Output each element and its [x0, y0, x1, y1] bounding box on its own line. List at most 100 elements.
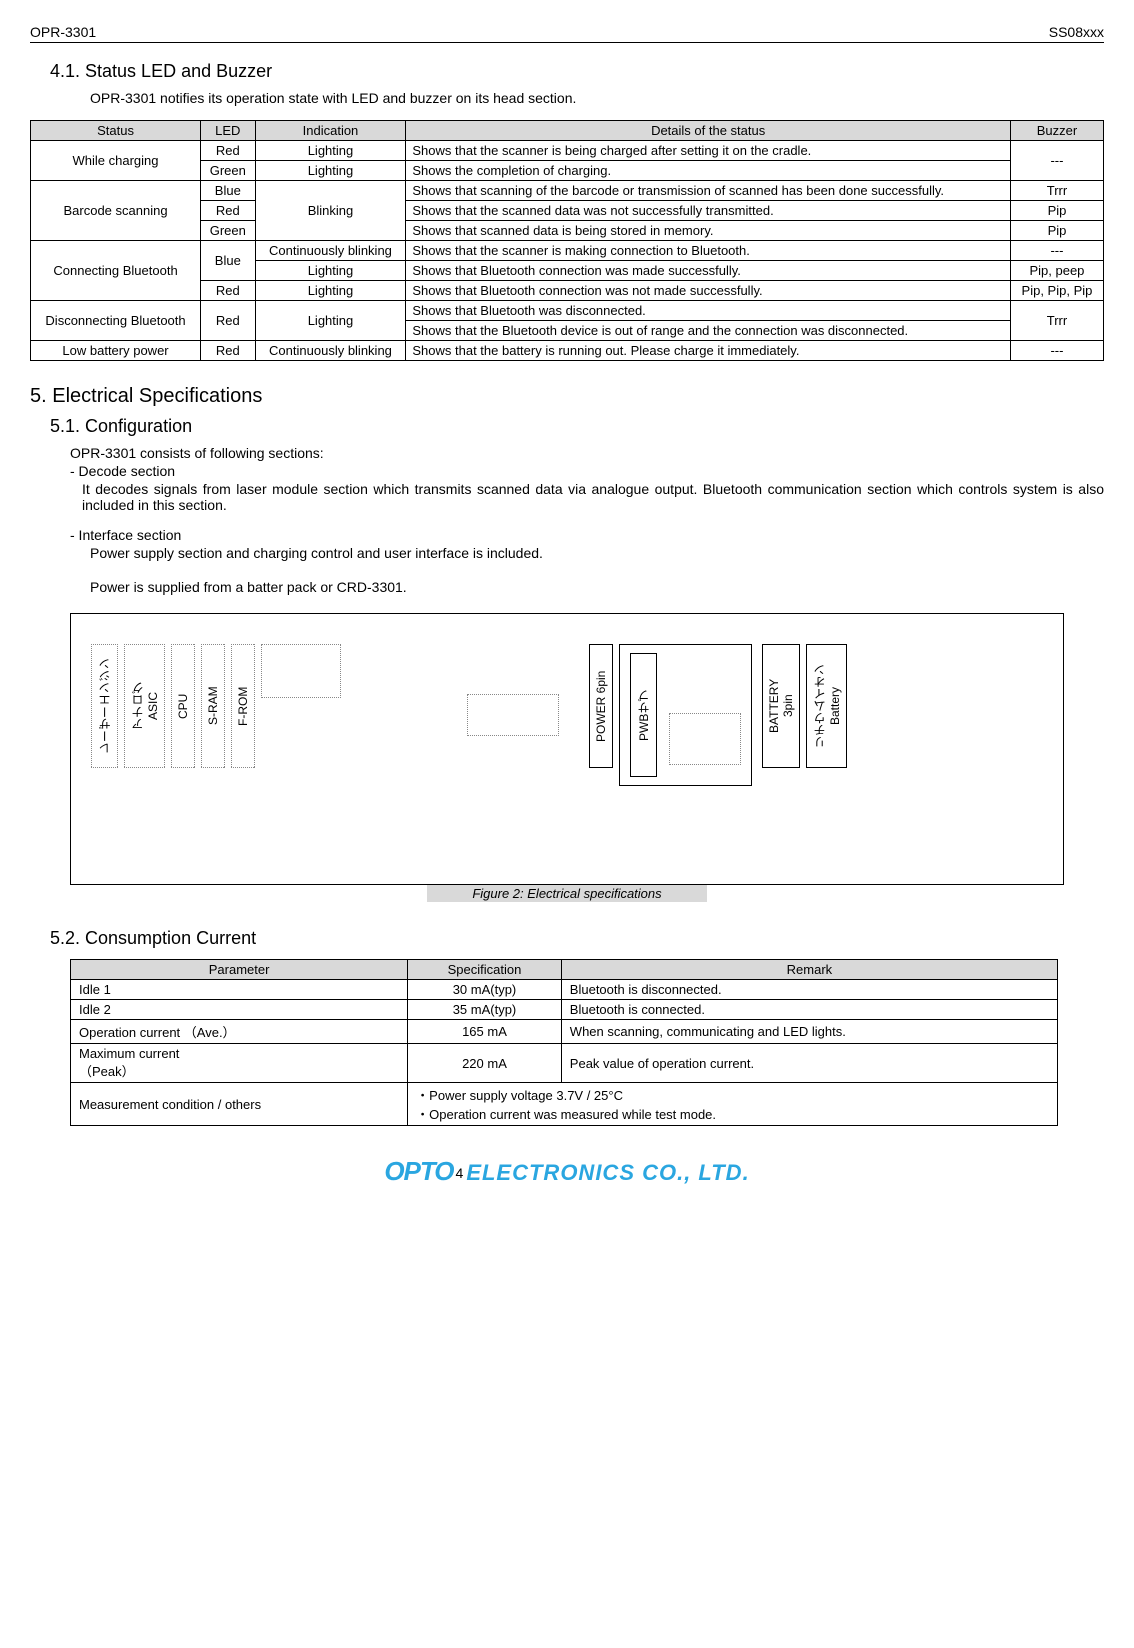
table-cell: Shows that the scanner is making connect… — [406, 241, 1011, 261]
table-cell: Red — [201, 301, 256, 341]
diagram-block: アナログASIC — [124, 644, 165, 768]
table-cell: Shows that scanned data is being stored … — [406, 221, 1011, 241]
table-row: Operation current （Ave.）165 mAWhen scann… — [71, 1020, 1058, 1044]
table-cell: Shows that scanning of the barcode or tr… — [406, 181, 1011, 201]
status-header: LED — [201, 121, 256, 141]
table-cell: Shows the completion of charging. — [406, 161, 1011, 181]
sec52-title: 5.2. Consumption Current — [50, 928, 1104, 949]
table-cell: Idle 1 — [71, 980, 408, 1000]
table-cell: Pip — [1010, 221, 1103, 241]
table-cell: Maximum current（Peak） — [71, 1044, 408, 1083]
table-cell: ・Power supply voltage 3.7V / 25°C・Operat… — [408, 1083, 1058, 1126]
table-cell: Lighting — [255, 301, 406, 341]
footer-pagenum: 4 — [456, 1165, 465, 1181]
header-bar: OPR-3301 SS08xxx — [30, 24, 1104, 43]
table-row: Barcode scanningBlueBlinkingShows that s… — [31, 181, 1104, 201]
status-table: StatusLEDIndicationDetails of the status… — [30, 120, 1104, 361]
table-row: Measurement condition / others・Power sup… — [71, 1083, 1058, 1126]
table-cell: Shows that Bluetooth was disconnected. — [406, 301, 1011, 321]
diagram-block: リチウムイオンBattery — [806, 644, 847, 768]
table-cell: Continuously blinking — [255, 341, 406, 361]
table-cell: --- — [1010, 241, 1103, 261]
table-cell: Green — [201, 161, 256, 181]
diagram-empty — [467, 694, 559, 736]
footer: OPTO4ELECTRONICS CO., LTD. — [30, 1156, 1104, 1187]
table-cell: Bluetooth is disconnected. — [561, 980, 1057, 1000]
table-cell: Red — [201, 201, 256, 221]
table-cell: Red — [201, 341, 256, 361]
table-cell: Shows that Bluetooth connection was made… — [406, 261, 1011, 281]
table-cell: Peak value of operation current. — [561, 1044, 1057, 1083]
table-cell: While charging — [31, 141, 201, 181]
table-cell: Blue — [201, 241, 256, 281]
table-cell: 35 mA(typ) — [408, 1000, 562, 1020]
table-cell: Idle 2 — [71, 1000, 408, 1020]
status-header: Details of the status — [406, 121, 1011, 141]
table-cell: Disconnecting Bluetooth — [31, 301, 201, 341]
table-cell: Operation current （Ave.） — [71, 1020, 408, 1044]
diagram-block: レーザーエンジン — [91, 644, 118, 768]
sec5-title: 5. Electrical Specifications — [30, 385, 1104, 408]
status-header: Buzzer — [1010, 121, 1103, 141]
table-cell: --- — [1010, 341, 1103, 361]
header-left: OPR-3301 — [30, 24, 96, 40]
figure-box: レーザーエンジンアナログASICCPUS-RAMF-ROMPOWER 6pinP… — [70, 613, 1064, 885]
table-cell: Barcode scanning — [31, 181, 201, 241]
table-cell: 30 mA(typ) — [408, 980, 562, 1000]
table-row: Low battery powerRedContinuously blinkin… — [31, 341, 1104, 361]
header-right: SS08xxx — [1049, 24, 1104, 40]
consum-header: Parameter — [71, 960, 408, 980]
table-cell: Shows that the scanner is being charged … — [406, 141, 1011, 161]
consum-header: Specification — [408, 960, 562, 980]
table-cell: 220 mA — [408, 1044, 562, 1083]
diagram-block: S-RAM — [201, 644, 225, 768]
table-cell: Green — [201, 221, 256, 241]
table-cell: Lighting — [255, 281, 406, 301]
table-cell: When scanning, communicating and LED lig… — [561, 1020, 1057, 1044]
table-cell: Red — [201, 281, 256, 301]
status-header: Status — [31, 121, 201, 141]
table-cell: Pip, Pip, Pip — [1010, 281, 1103, 301]
table-row: Maximum current（Peak）220 mAPeak value of… — [71, 1044, 1058, 1083]
table-cell: Shows that the Bluetooth device is out o… — [406, 321, 1011, 341]
table-cell: Measurement condition / others — [71, 1083, 408, 1126]
diagram-block: BATTERY3pin — [762, 644, 800, 768]
diagram-block: POWER 6pin — [589, 644, 613, 768]
sec51-l5: Power supply section and charging contro… — [90, 545, 1104, 561]
table-cell: Pip, peep — [1010, 261, 1103, 281]
footer-brand-left: OPTO — [384, 1156, 453, 1186]
diagram-block: CPU — [171, 644, 195, 768]
sec51-l6: Power is supplied from a batter pack or … — [90, 579, 1104, 595]
sec51-l1: OPR-3301 consists of following sections: — [70, 445, 1104, 461]
footer-brand-right: ELECTRONICS CO., LTD. — [466, 1160, 749, 1185]
table-cell: Blue — [201, 181, 256, 201]
table-cell: Bluetooth is connected. — [561, 1000, 1057, 1020]
table-row: Connecting BluetoothBlueContinuously bli… — [31, 241, 1104, 261]
sec51-l3: It decodes signals from laser module sec… — [82, 481, 1104, 513]
sec51-l4: - Interface section — [70, 527, 1104, 543]
diagram-block: PWBサブ — [630, 653, 657, 777]
consum-header: Remark — [561, 960, 1057, 980]
table-cell: Connecting Bluetooth — [31, 241, 201, 301]
diagram-empty — [669, 713, 741, 765]
figure-caption: Figure 2: Electrical specifications — [427, 885, 707, 902]
consumption-table: ParameterSpecificationRemark Idle 130 mA… — [70, 959, 1058, 1126]
table-cell: Lighting — [255, 261, 406, 281]
diagram-empty — [261, 644, 341, 698]
table-cell: Pip — [1010, 201, 1103, 221]
table-row: Idle 130 mA(typ)Bluetooth is disconnecte… — [71, 980, 1058, 1000]
table-cell: Red — [201, 141, 256, 161]
table-cell: 165 mA — [408, 1020, 562, 1044]
table-cell: Blinking — [255, 181, 406, 241]
diagram-group: PWBサブ — [619, 644, 752, 786]
table-cell: Shows that the scanned data was not succ… — [406, 201, 1011, 221]
table-cell: Lighting — [255, 161, 406, 181]
sec51-title: 5.1. Configuration — [50, 416, 1104, 437]
table-row: Disconnecting BluetoothRedLightingShows … — [31, 301, 1104, 321]
table-cell: --- — [1010, 141, 1103, 181]
table-cell: Shows that Bluetooth connection was not … — [406, 281, 1011, 301]
status-header: Indication — [255, 121, 406, 141]
sec41-title: 4.1. Status LED and Buzzer — [50, 61, 1104, 82]
sec41-intro: OPR-3301 notifies its operation state wi… — [90, 90, 1104, 106]
table-cell: Lighting — [255, 141, 406, 161]
